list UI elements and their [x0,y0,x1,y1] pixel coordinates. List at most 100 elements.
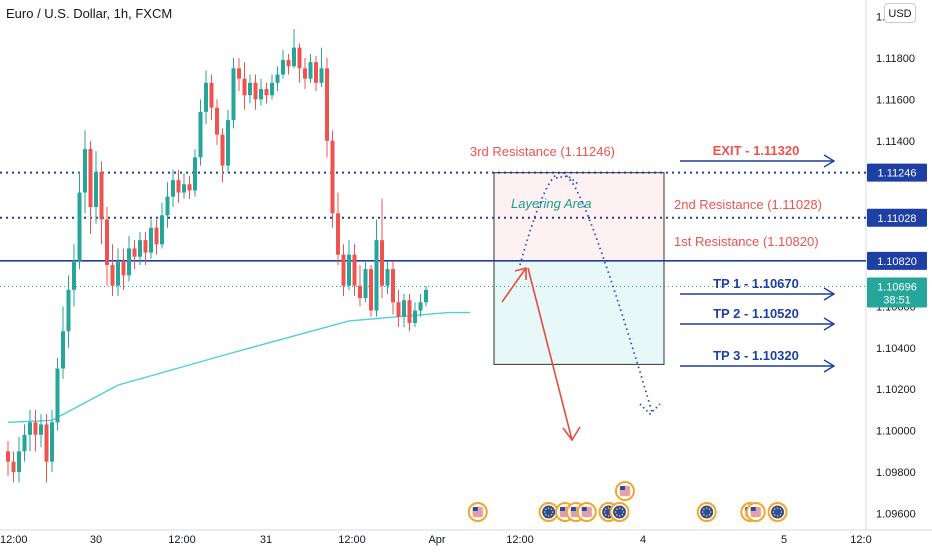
candle [22,424,27,462]
resistance-label-1: 1st Resistance (1.10820) [674,234,819,249]
projection-dotted-head-bottom [639,403,661,416]
candle-body [99,171,104,220]
candle [226,109,230,172]
candle-body [259,89,263,100]
us-flag-canton [560,507,565,511]
target-label: EXIT - 1.11320 [713,143,800,158]
candle-body [424,289,428,303]
candle [231,57,236,129]
candle-body [402,300,406,317]
candle-body [363,269,368,299]
currency-button[interactable]: USD [884,3,916,23]
candle [275,66,280,92]
candle-body [319,68,324,83]
candle [105,207,109,286]
x-tick-label: 12:00 [0,534,28,546]
candle-body [61,331,65,369]
candle-body [83,149,87,193]
candle [215,99,219,145]
candle-body [187,184,192,191]
level-price-bg [867,208,927,227]
eu-flag-star [543,511,546,513]
eu-flag-star [618,515,621,517]
candle-body [220,134,225,166]
candle-body [275,74,280,83]
candle [319,47,324,87]
candle-body [237,68,241,79]
candle-body [297,47,302,69]
candle [61,306,65,379]
eu-flag-star [705,507,708,509]
candle [6,440,10,477]
candle-body [94,171,98,208]
target-arrow-head [823,287,836,301]
candle-body [171,180,175,197]
candle [182,173,186,199]
candle [292,28,296,69]
candle [242,62,247,110]
resistance-label-2: 2nd Resistance (1.11028) [674,197,822,212]
level-price-text: 1.11246 [878,168,917,180]
y-tick-label: 1.10400 [876,343,916,355]
candle-body [215,107,219,135]
y-tick-label: 1.10000 [876,426,916,438]
y-tick-label: 1.11600 [876,94,915,106]
x-tick-label: 12:00 [168,534,196,546]
candle-body [88,149,93,208]
candle-body [193,157,197,191]
candle-body [138,240,142,257]
candle-body [407,300,412,323]
x-tick-label: 12:00 [506,534,534,546]
target-label: TP 2 - 1.10520 [713,306,799,321]
eu-flag-star [607,507,610,509]
candle-body [66,289,71,332]
candle-body [303,68,307,79]
candle-body [286,60,291,67]
candle-body [165,196,170,216]
eu-flag-star [708,508,711,510]
moving-average-line [7,311,470,423]
candle [385,260,390,294]
y-tick-label: 1.09600 [876,508,916,520]
candle [165,182,170,228]
candle [418,293,423,317]
candle [39,414,43,448]
eu-flag-star [550,508,553,510]
candle [358,265,362,307]
candle [347,240,351,290]
candle-body [314,62,318,83]
x-tick-label: 5 [781,534,787,546]
level-price-label: 1.11246 [867,163,927,182]
candle [110,244,115,297]
eu-flag-star [773,514,776,516]
candle-body [385,269,390,286]
candle [204,70,208,125]
eu-flag-star [604,508,607,510]
us-flag-canton [619,486,625,490]
candle [149,219,153,259]
candle-body [11,461,16,473]
candle [237,57,241,92]
candle [143,231,148,265]
eu-flag-star [703,508,705,510]
candle [209,74,214,121]
us-flag-canton [750,507,756,511]
candle-body [72,260,76,290]
candle-body [121,260,126,276]
eu-flag-star [701,511,704,513]
candle [248,74,252,104]
us-flag-canton [581,507,587,511]
candle [270,74,274,100]
candle-body [358,285,362,299]
candle [28,409,32,452]
candle-body [110,265,115,286]
candle [330,130,335,228]
candle [66,275,71,348]
eu-flag-star [604,514,607,516]
candle-body [380,240,384,286]
candle [116,248,120,297]
eu-flag-star [545,514,547,516]
